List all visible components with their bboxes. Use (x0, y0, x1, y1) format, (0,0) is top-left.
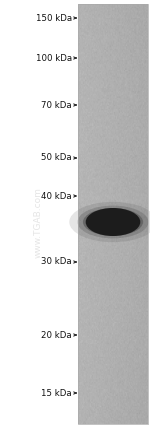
Ellipse shape (69, 202, 150, 242)
Text: 40 kDa: 40 kDa (41, 191, 72, 200)
Text: 20 kDa: 20 kDa (41, 330, 72, 339)
Ellipse shape (78, 205, 148, 238)
Text: 50 kDa: 50 kDa (41, 154, 72, 163)
Ellipse shape (86, 208, 140, 236)
Bar (78, 4, 148, 424)
Text: 15 kDa: 15 kDa (41, 389, 72, 398)
Ellipse shape (83, 208, 143, 236)
Text: 150 kDa: 150 kDa (36, 14, 72, 23)
Text: 30 kDa: 30 kDa (41, 258, 72, 267)
Text: www.TGAB.com: www.TGAB.com (33, 187, 42, 258)
Text: 70 kDa: 70 kDa (41, 101, 72, 110)
Text: 100 kDa: 100 kDa (36, 54, 72, 62)
